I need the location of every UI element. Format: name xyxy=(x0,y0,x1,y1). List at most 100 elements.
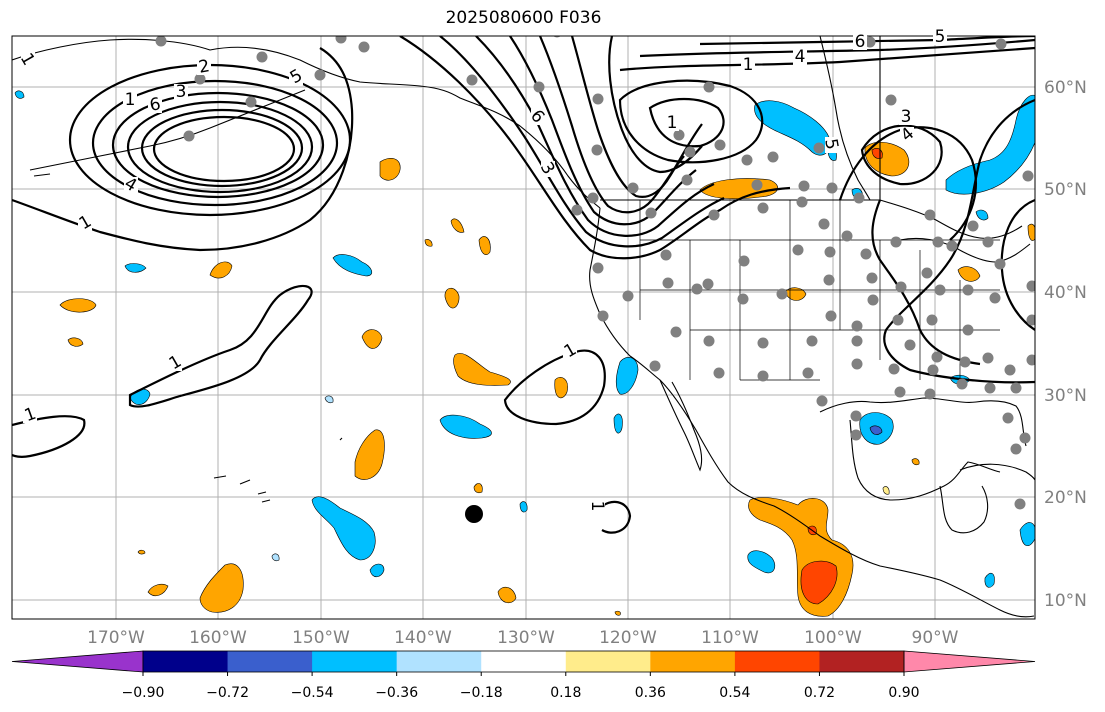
station-dot xyxy=(533,81,545,93)
contour-label-bg xyxy=(899,109,913,125)
station-dot xyxy=(738,255,750,267)
station-dot xyxy=(757,337,769,349)
negative-anomaly-area xyxy=(747,550,776,574)
station-dot xyxy=(737,293,749,305)
contour-label: 6 xyxy=(148,94,162,116)
colorbar-tick-label: 0.54 xyxy=(719,685,750,701)
station-dot xyxy=(751,179,763,191)
station-dot xyxy=(684,146,696,158)
station-dot xyxy=(571,204,583,216)
station-dot xyxy=(1022,170,1034,182)
longitude-label: 170°W xyxy=(87,628,145,648)
negative-anomaly-area xyxy=(439,414,492,439)
positive-anomaly-area xyxy=(453,353,511,386)
contour-label: 4 xyxy=(795,47,806,67)
station-dot xyxy=(890,236,902,248)
positive-anomaly-area xyxy=(478,236,491,255)
negative-anomaly-area xyxy=(945,94,1035,195)
latitude-label: 30°N xyxy=(1044,386,1087,406)
station-dot xyxy=(757,370,769,382)
station-dot xyxy=(691,283,703,295)
station-dot xyxy=(592,93,604,105)
station-dot xyxy=(1010,382,1022,394)
contour-label-bg xyxy=(900,127,914,143)
colorbar-extend-low xyxy=(11,650,144,673)
station-dot xyxy=(982,236,994,248)
longitude-label: 120°W xyxy=(599,628,657,648)
gulf-coast xyxy=(819,397,1027,447)
contour-label-bg xyxy=(793,49,807,65)
station-dot xyxy=(989,292,1001,304)
contour-line xyxy=(111,91,325,199)
latitude-label: 60°N xyxy=(1044,78,1087,98)
contour-label: 2 xyxy=(197,56,211,78)
positive-anomaly-area xyxy=(957,266,981,282)
station-dot xyxy=(850,429,862,441)
contour-label-bg xyxy=(21,52,35,68)
contour-label-bg xyxy=(123,92,137,108)
station-dot xyxy=(924,209,936,221)
station-dot xyxy=(885,94,897,106)
contour-label-bg xyxy=(78,215,92,231)
contour-line xyxy=(503,349,606,426)
station-dot xyxy=(741,154,753,166)
station-dot xyxy=(932,236,944,248)
negative-anomaly-area xyxy=(754,100,831,156)
positive-anomaly-area xyxy=(209,261,233,279)
station-dot xyxy=(1014,498,1026,510)
positive-anomaly-area xyxy=(614,610,621,616)
station-dot xyxy=(864,36,876,48)
colorbar-tick-label: 0.36 xyxy=(635,685,666,701)
station-dot xyxy=(892,314,904,326)
contour-line xyxy=(152,115,296,183)
contour-label-bg xyxy=(541,161,555,177)
longitude-label: 110°W xyxy=(701,628,759,648)
north-pacific-islands xyxy=(33,173,343,441)
station-dot xyxy=(314,69,326,81)
contour-line xyxy=(128,284,313,408)
station-dot xyxy=(1019,432,1031,444)
station-dot xyxy=(256,51,268,63)
negative-anomaly-area xyxy=(14,90,25,99)
station-dot xyxy=(851,358,863,370)
station-dot xyxy=(587,192,599,204)
station-dot xyxy=(1004,364,1016,376)
contour-label-bg xyxy=(148,97,162,113)
station-dot xyxy=(866,272,878,284)
colorbar-tick-label: 0.90 xyxy=(888,685,919,701)
contour-label-bg xyxy=(591,499,605,515)
contour-lines xyxy=(12,36,1035,534)
contour-label-bg xyxy=(853,34,867,50)
contour-label-bg xyxy=(289,69,303,85)
contour-line xyxy=(12,47,354,252)
colorbar-segment xyxy=(227,651,313,672)
positive-anomaly-area xyxy=(199,563,244,613)
station-dot xyxy=(853,192,865,204)
negative-anomaly-area xyxy=(975,209,989,221)
colorbar-segment xyxy=(481,651,567,672)
station-dot xyxy=(962,324,974,336)
contour-line xyxy=(648,98,725,148)
negative-anomaly-area xyxy=(324,395,334,404)
colorbar-segment xyxy=(734,651,820,672)
colorbar-outline xyxy=(142,650,905,673)
positive-anomaly-area xyxy=(497,586,517,604)
station-dot xyxy=(649,360,661,372)
positive-anomaly-area xyxy=(67,337,84,347)
station-dot xyxy=(816,395,828,407)
station-dot xyxy=(851,320,863,332)
longitude-label: 90°W xyxy=(912,628,959,648)
station-dot xyxy=(926,314,938,326)
contour-label-bg xyxy=(168,355,182,371)
longitude-label: 140°W xyxy=(394,628,452,648)
station-dot xyxy=(245,96,257,108)
positive-anomaly-area xyxy=(147,583,169,597)
station-dot xyxy=(1026,280,1035,292)
mexico-east-coast xyxy=(849,419,1001,501)
station-dot xyxy=(924,388,936,400)
great-lakes xyxy=(899,237,1031,263)
station-dot xyxy=(946,240,958,252)
contour-label: 5 xyxy=(820,137,842,151)
